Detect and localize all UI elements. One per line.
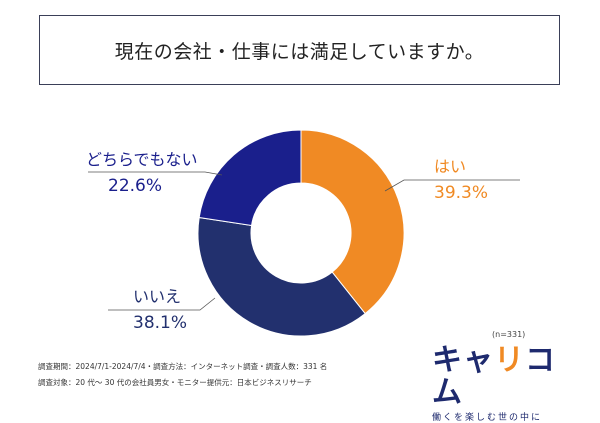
page-title: 現在の会社・仕事には満足していますか。 <box>114 40 485 63</box>
slice-yes <box>300 129 405 315</box>
brand-name: キャリコム <box>432 343 556 410</box>
brand-logo: キャリコム 働くを楽しむ世の中に <box>432 345 582 423</box>
footnote-survey-period: 調査期間：2024/7/1-2024/7/4・調査方法：インターネット調査・調査… <box>38 362 328 371</box>
brand-tagline: 働くを楽しむ世の中に <box>432 413 543 423</box>
slice-no <box>197 216 366 337</box>
label-no-category: いいえ <box>133 287 182 306</box>
label-neutral-category: どちらでもない <box>86 150 198 169</box>
label-neutral-percent: 22.6% <box>108 176 163 196</box>
donut-chart <box>88 129 520 337</box>
label-yes-percent: 39.3% <box>434 183 489 203</box>
label-yes-category: はい <box>434 157 467 176</box>
footnote-survey-target: 調査対象：20 代～ 30 代の会社員男女・モニター提供元：日本ビジネスリサーチ <box>38 378 312 387</box>
leader-no <box>108 297 216 311</box>
sample-size-label: (n=331) <box>492 330 526 339</box>
title-box: 現在の会社・仕事には満足していますか。 <box>39 15 560 85</box>
label-no-percent: 38.1% <box>133 313 188 333</box>
leader-neutral <box>88 171 223 176</box>
leader-yes <box>384 179 520 192</box>
slice-neutral <box>198 129 302 227</box>
